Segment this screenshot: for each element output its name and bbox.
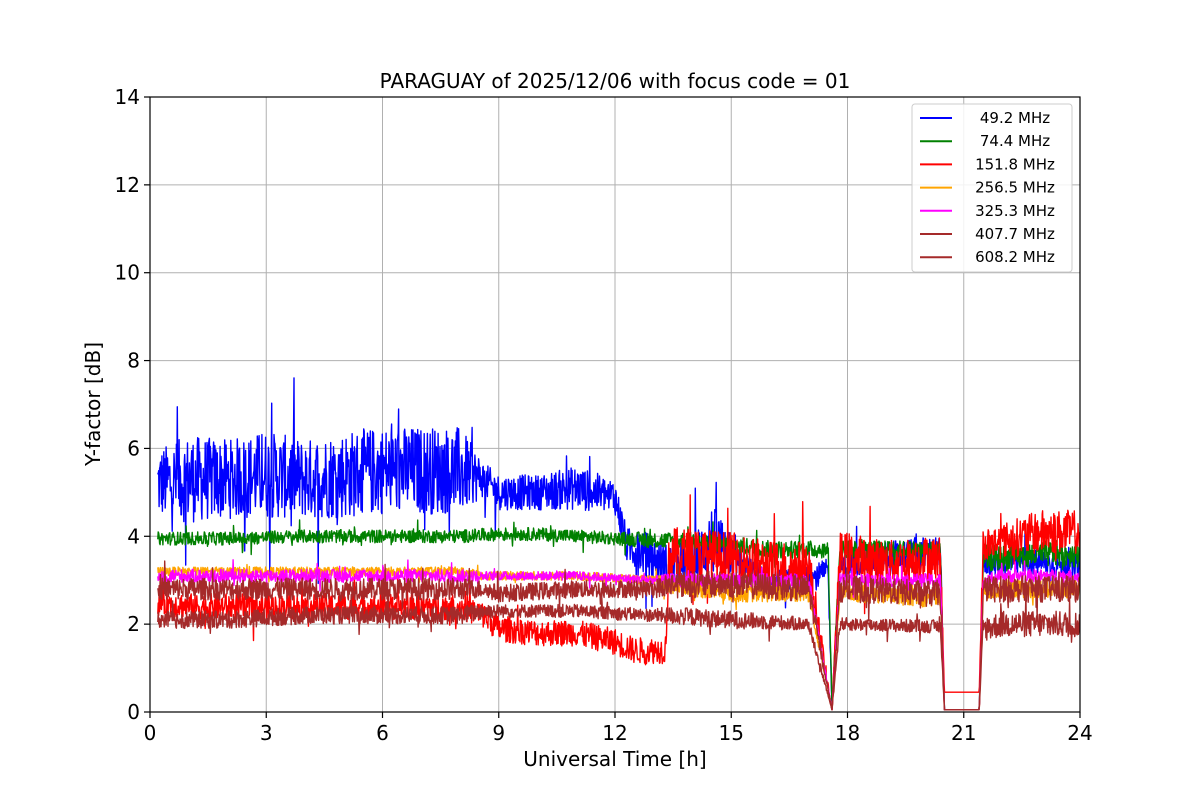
legend-label: 49.2 MHz [980, 109, 1050, 127]
y-tick-label: 14 [115, 85, 140, 109]
x-tick-label: 12 [602, 721, 627, 745]
y-tick-label: 8 [127, 349, 140, 373]
y-tick-label: 6 [127, 436, 140, 460]
legend-label: 325.3 MHz [975, 202, 1055, 220]
legend-label: 608.2 MHz [975, 248, 1055, 266]
x-tick-label: 15 [719, 721, 744, 745]
series-line-4 [157, 559, 1080, 711]
y-tick-label: 4 [127, 524, 140, 548]
x-tick-label: 24 [1067, 721, 1092, 745]
y-tick-label: 10 [115, 261, 140, 285]
y-tick-label: 2 [127, 612, 140, 636]
x-tick-label: 0 [144, 721, 157, 745]
y-tick-label: 12 [115, 173, 140, 197]
x-tick-label: 21 [951, 721, 976, 745]
y-tick-label: 0 [127, 700, 140, 724]
x-tick-label: 18 [835, 721, 860, 745]
series-line-5 [157, 560, 1080, 711]
x-axis-label: Universal Time [h] [523, 747, 706, 771]
x-axis-ticks: 0 3 6 9 12 15 18 21 24 [144, 712, 1093, 745]
legend: 49.2 MHz 74.4 MHz 151.8 MHz 256.5 MHz 325.3… [911, 103, 1073, 273]
y-axis-label: Y-factor [dB] [81, 342, 105, 467]
x-tick-label: 9 [492, 721, 505, 745]
x-tick-label: 3 [260, 721, 273, 745]
series-line-2 [157, 494, 1080, 711]
legend-label: 256.5 MHz [975, 179, 1055, 197]
series-line-6 [157, 592, 1080, 711]
legend-label: 407.7 MHz [975, 225, 1055, 243]
y-axis-ticks: 0 2 4 6 8 10 12 14 [115, 85, 150, 724]
legend-box [911, 103, 1073, 273]
legend-label: 74.4 MHz [980, 132, 1050, 150]
plot-area [157, 377, 1080, 711]
legend-label: 151.8 MHz [975, 155, 1055, 173]
chart-title: PARAGUAY of 2025/12/06 with focus code =… [380, 69, 851, 93]
x-tick-label: 6 [376, 721, 389, 745]
